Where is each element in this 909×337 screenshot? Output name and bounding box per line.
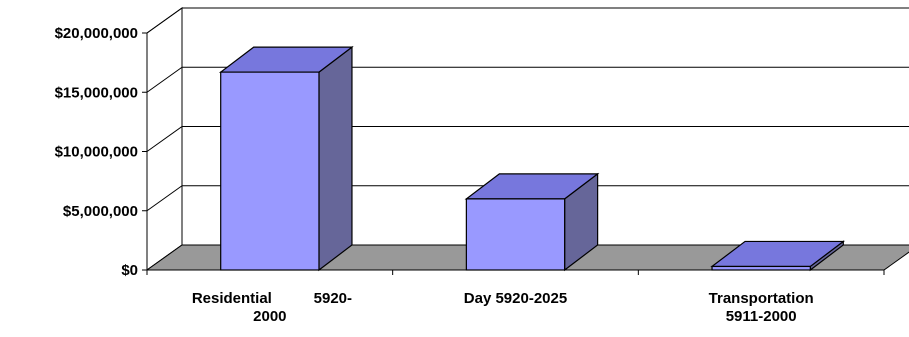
x-tick-label-line: Transportation xyxy=(709,290,814,307)
x-tick-label-line: Residential xyxy=(192,290,272,307)
bar-side xyxy=(318,45,353,272)
bar-front xyxy=(220,71,320,271)
y-tick-label: $0 xyxy=(121,262,138,279)
y-axis-tick-labels: $0 $5,000,000 $10,000,000 $15,000,000 $20,00… xyxy=(55,25,138,279)
y-tick-label: $15,000,000 xyxy=(55,84,138,101)
x-tick-label: Residential 5920- 2000 xyxy=(192,290,352,325)
y-tick-label: $20,000,000 xyxy=(55,25,138,42)
side-gridline-2 xyxy=(146,126,183,152)
y-tick-label: $5,000,000 xyxy=(63,203,138,220)
x-tick-label-line: 5911-2000 xyxy=(726,308,797,325)
bar xyxy=(710,240,846,272)
side-gridline-3 xyxy=(146,66,183,93)
x-tick-label-line: Day 5920-2025 xyxy=(464,290,567,307)
x-axis-tick-labels: Residential 5920- 2000 Day 5920-2025 Transpo… xyxy=(192,290,814,325)
x-tick-label-line: 5920- xyxy=(314,290,352,307)
y-tick-label: $10,000,000 xyxy=(55,144,138,161)
x-tick-label-line: 2000 xyxy=(253,308,286,325)
x-tick-label: Day 5920-2025 xyxy=(464,290,567,307)
bar-front xyxy=(465,198,566,271)
bars xyxy=(218,45,846,272)
bar xyxy=(218,45,354,272)
bar-front xyxy=(711,265,811,271)
side-gridline-4 xyxy=(146,7,183,34)
side-gridline-1 xyxy=(146,185,183,212)
bar xyxy=(464,172,600,272)
x-tick-label: Transportation 5911-2000 xyxy=(709,290,814,325)
